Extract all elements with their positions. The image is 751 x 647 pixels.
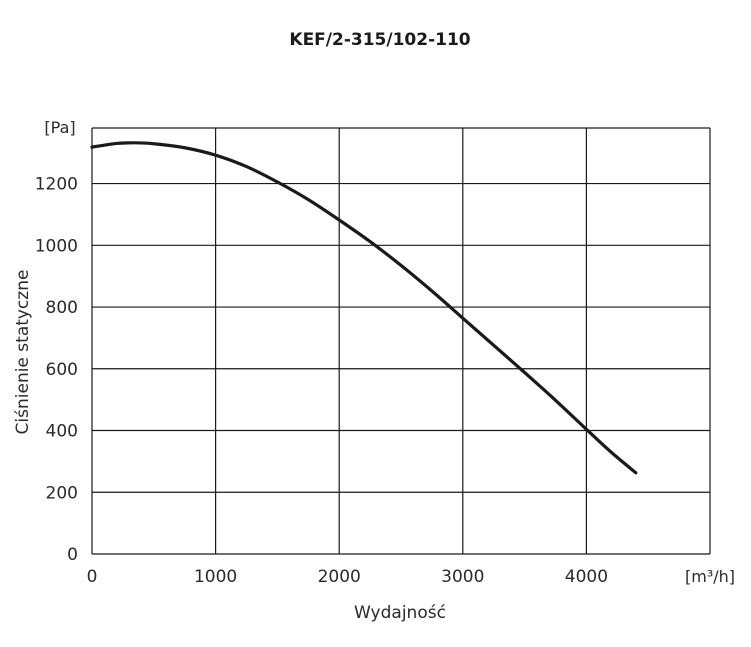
y-tick-label: 1200	[35, 175, 78, 195]
y-tick-labels: 0 200 400 600 800 1000 1200	[35, 175, 78, 565]
y-tick-label: 400	[46, 422, 78, 442]
series-layer	[90, 141, 638, 475]
y-axis-label: Ciśnienie statyczne	[13, 270, 33, 435]
x-tick-label: 4000	[565, 567, 608, 587]
grid	[91, 127, 711, 555]
performance-curve	[90, 141, 638, 475]
x-tick-label: 2000	[318, 567, 361, 587]
y-tick-label: 600	[46, 360, 78, 380]
y-unit-label: [Pa]	[44, 118, 75, 137]
y-tick-label: 800	[46, 298, 78, 318]
x-tick-label: 1000	[194, 567, 237, 587]
y-tick-label: 0	[67, 545, 78, 565]
x-axis-label: Wydajność	[354, 603, 446, 623]
y-tick-label: 1000	[35, 236, 78, 256]
x-unit-label: [m³/h]	[685, 567, 735, 586]
x-tick-label: 3000	[441, 567, 484, 587]
chart-title: KEF/2-315/102-110	[289, 30, 470, 50]
y-tick-label: 200	[46, 483, 78, 503]
x-tick-label: 0	[87, 567, 98, 587]
x-tick-labels: 0 1000 2000 3000 4000	[87, 567, 608, 587]
